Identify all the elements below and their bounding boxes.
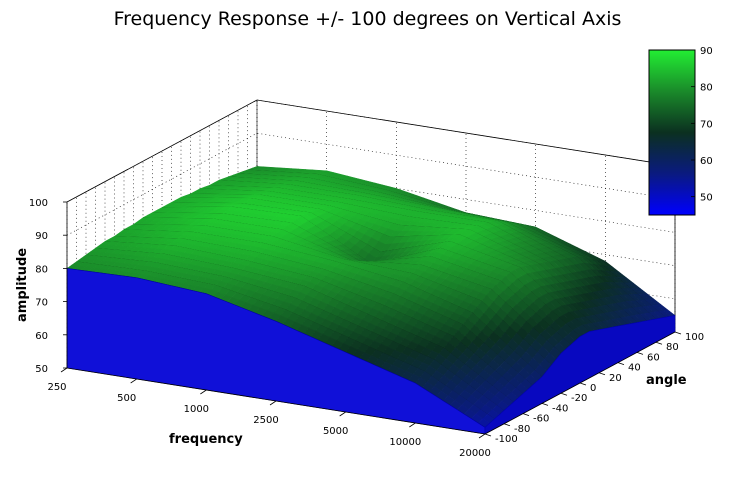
- frequency-tick-label: 5000: [323, 426, 348, 437]
- amplitude-tick-label: 50: [35, 364, 48, 375]
- angle-tick: [617, 362, 625, 365]
- amplitude-tick-label: 80: [35, 264, 48, 275]
- colorbar-tick-label: 90: [700, 46, 713, 57]
- xlabel: frequency: [169, 432, 243, 447]
- frequency-tick: [478, 433, 486, 439]
- angle-tick: [560, 392, 568, 396]
- frequency-tick: [60, 367, 68, 373]
- front-skirt: [66, 268, 486, 435]
- angle-tick: [503, 423, 511, 427]
- title: Frequency Response +/- 100 degrees on Ve…: [113, 8, 622, 30]
- angle-tick: [674, 331, 682, 335]
- surface: [66, 166, 676, 435]
- angle-tick-label: -20: [571, 393, 587, 404]
- angle-tick-label: -40: [552, 403, 568, 414]
- colorbar-tick-label: 80: [700, 83, 713, 94]
- amplitude-tick-label: 90: [35, 231, 48, 242]
- colorbar-tick-label: 60: [700, 156, 713, 167]
- angle-tick-label: -60: [533, 414, 549, 425]
- angle-tick-label: -80: [514, 424, 530, 435]
- angle-tick-label: 40: [628, 363, 641, 374]
- colorbar-tick-label: 50: [700, 193, 713, 204]
- frequency-tick-label: 10000: [389, 437, 421, 448]
- frequency-tick: [339, 411, 346, 417]
- angle-tick-label: 20: [609, 373, 622, 384]
- angle-tick-label: 80: [666, 342, 679, 353]
- colorbar-gradient: [648, 49, 696, 216]
- wall-frame: [66, 99, 676, 332]
- amplitude-tick-label: 100: [29, 198, 48, 209]
- frequency-tick-label: 500: [117, 393, 136, 404]
- angle-tick-label: 0: [590, 383, 596, 394]
- frequency-tick: [409, 422, 416, 428]
- angle-tick: [579, 382, 587, 386]
- amplitude-tick-label: 70: [35, 298, 48, 309]
- frequency-tick-label: 250: [47, 382, 66, 393]
- frequency-tick-label: 1000: [184, 404, 209, 415]
- angle-tick: [598, 372, 606, 376]
- angle-tick: [636, 352, 644, 355]
- angle-tick-label: -100: [495, 434, 518, 445]
- frequency-tick: [269, 400, 277, 406]
- colorbar: 50 60 70 80 90: [648, 46, 713, 216]
- frequency-tick: [200, 389, 207, 395]
- colorbar-tick-label: 70: [700, 119, 713, 130]
- angle-tick-label: 60: [647, 352, 660, 363]
- angle-tick: [484, 433, 492, 437]
- angle-tick: [541, 403, 549, 406]
- frequency-tick-label: 20000: [459, 448, 491, 459]
- frequency-tick: [130, 378, 137, 384]
- axes: 5060708090100250500100025005000100002000…: [29, 198, 704, 459]
- amplitude-tick-label: 60: [35, 331, 48, 342]
- angle-tick: [522, 413, 530, 416]
- right-skirt: [484, 315, 676, 435]
- ylabel: angle: [646, 373, 687, 388]
- zlabel: amplitude: [15, 248, 30, 322]
- frequency-tick-label: 2500: [253, 415, 278, 426]
- angle-tick-label: 100: [685, 332, 704, 343]
- angle-tick: [655, 341, 663, 345]
